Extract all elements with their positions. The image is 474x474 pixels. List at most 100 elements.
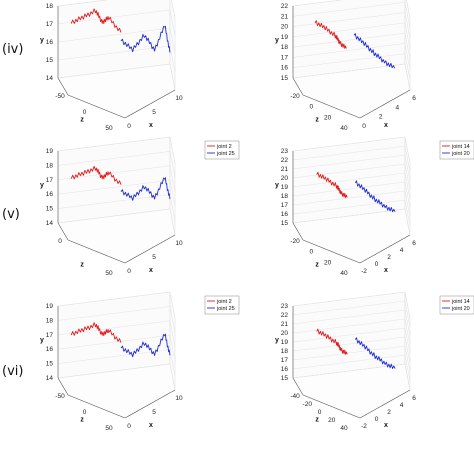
gridline (169, 63, 176, 91)
z-axis-line (57, 77, 69, 96)
gridline (292, 181, 406, 197)
gridline (169, 363, 176, 391)
z-axis-front-line (302, 239, 361, 264)
x-axis-label: x (149, 122, 153, 129)
z-tick-label: 0 (310, 249, 314, 256)
y-tick-label: 17 (46, 21, 54, 28)
y-tick-label: 14 (46, 220, 54, 227)
gridline (171, 0, 176, 19)
y-axis-label: y (40, 182, 44, 189)
x-tick-label: 6 (412, 95, 416, 102)
legend-label: joint 2 (216, 144, 232, 150)
gridline (292, 145, 406, 161)
y-tick-label: 15 (281, 220, 289, 227)
y-tick-label: 15 (46, 57, 54, 64)
x-axis-label: x (149, 422, 153, 429)
gridline (404, 327, 411, 355)
x-tick-label: 4 (396, 104, 400, 111)
legend-box (204, 295, 240, 315)
x-tick-label: 4 (400, 402, 404, 409)
y-tick-label: 22 (281, 3, 289, 10)
gridline (57, 208, 171, 224)
y-tick-label: 15 (46, 361, 54, 368)
gridline (404, 309, 411, 337)
z-axis-line (57, 377, 69, 396)
trajectory-line (120, 25, 171, 53)
gridline (404, 181, 411, 209)
z-axis-front-line (67, 94, 126, 119)
gridline (57, 136, 171, 152)
gridline (404, 318, 411, 346)
y-tick-label: 19 (46, 303, 54, 310)
gridline (404, 2, 411, 29)
y-tick-label: 18 (281, 193, 289, 200)
x-tick-label: 0 (375, 261, 379, 268)
z-axis-label: z (80, 261, 84, 268)
y-tick-label: 18 (281, 44, 289, 51)
gridline (57, 334, 171, 350)
x-tick-label: 5 (152, 109, 156, 116)
gridline (57, 194, 171, 209)
gridline (404, 22, 411, 49)
gridline (292, 291, 406, 307)
trajectory-line (316, 171, 348, 198)
row-label: (vi) (2, 364, 23, 379)
gridline (292, 300, 406, 316)
x-axis-label: x (384, 122, 388, 129)
gridline (169, 165, 176, 192)
z-axis-label: z (80, 116, 84, 123)
z-tick-label: -20 (303, 401, 313, 408)
z-tick-label: -20 (290, 238, 300, 245)
gridline (169, 208, 176, 236)
x-tick-label: 2 (387, 254, 391, 261)
z-tick-label: 20 (324, 114, 332, 121)
z-axis-line (292, 77, 304, 96)
x-tick-label: -2 (361, 268, 367, 275)
gridline (404, 208, 411, 236)
trajectory-line (314, 20, 347, 49)
gridline (57, 291, 171, 307)
x-tick-label: 6 (412, 395, 416, 402)
z-tick-label: 40 (340, 270, 348, 277)
y-tick-label: 21 (281, 321, 289, 328)
y-tick-label: 17 (46, 177, 54, 184)
row-label: (v) (2, 207, 20, 222)
x-axis-line (124, 89, 176, 119)
trajectory-line (316, 328, 348, 355)
z-axis-line (292, 222, 304, 241)
gridline (169, 320, 176, 347)
z-tick-label: -50 (55, 393, 65, 400)
y-tick-label: 18 (46, 162, 54, 169)
y-tick-label: 21 (281, 13, 289, 20)
legend-label: joint 2 (216, 299, 232, 305)
gridline (57, 9, 171, 25)
gridline (292, 12, 406, 27)
y-tick-label: 16 (281, 366, 289, 373)
y-tick-label: 16 (46, 39, 54, 46)
x-tick-label: 0 (362, 123, 366, 130)
y-tick-label: 21 (281, 166, 289, 173)
gridline (404, 145, 411, 173)
y-tick-label: 19 (281, 339, 289, 346)
x-axis-line (124, 234, 176, 264)
y-tick-label: 16 (46, 346, 54, 353)
y-tick-label: 18 (46, 317, 54, 324)
trajectory-line (70, 8, 122, 33)
gridline (292, 63, 406, 79)
gridline (169, 136, 176, 164)
gridline (169, 335, 176, 362)
y-tick-label: 23 (281, 148, 289, 155)
z-axis-line (292, 377, 304, 396)
gridline (404, 53, 411, 80)
z-tick-label: 50 (105, 270, 113, 277)
trajectory-line (354, 180, 396, 213)
gridline (169, 349, 176, 376)
x-tick-label: 0 (127, 423, 131, 430)
gridline (57, 45, 171, 61)
gridline (292, 0, 344, 7)
x-tick-label: 0 (127, 123, 131, 130)
gridline (169, 306, 176, 333)
x-axis-label: x (384, 267, 388, 274)
legend-label: joint 25 (216, 151, 235, 157)
y-tick-label: 16 (46, 191, 54, 198)
